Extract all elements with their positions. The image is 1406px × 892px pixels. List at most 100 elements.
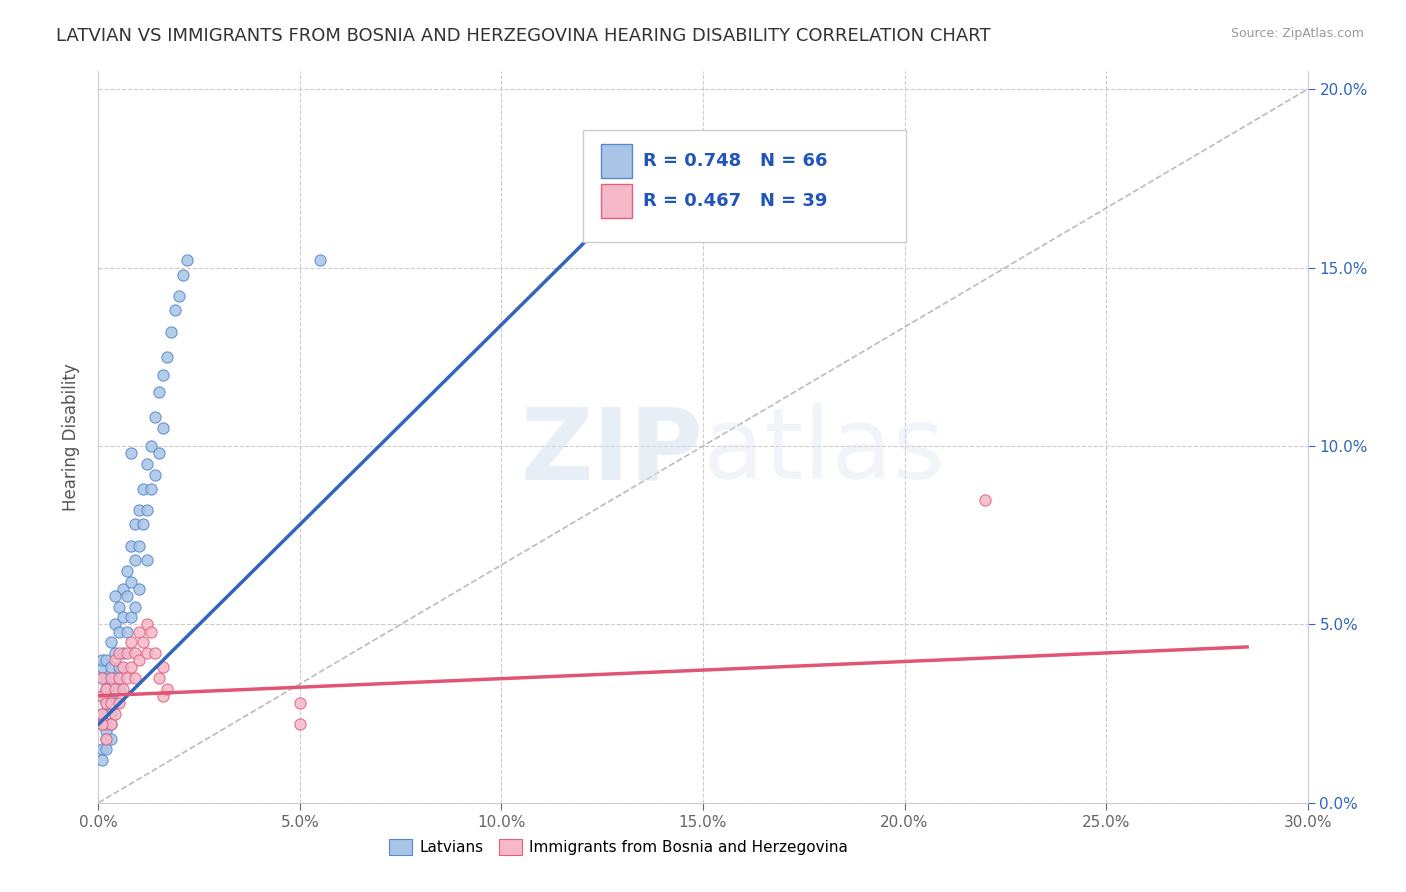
Point [100, 706, 122, 721]
Point [96, 696, 118, 710]
Point [128, 539, 150, 553]
Point [160, 325, 183, 339]
Point [176, 253, 198, 268]
Point [124, 599, 146, 614]
Point [152, 368, 174, 382]
Point [107, 646, 129, 660]
Point [309, 253, 332, 268]
Text: R = 0.467   N = 39: R = 0.467 N = 39 [644, 193, 828, 211]
Point [103, 617, 125, 632]
Point [103, 589, 125, 603]
Point [96, 717, 118, 731]
Point [96, 681, 118, 696]
Point [103, 706, 125, 721]
Point [139, 624, 162, 639]
Text: Source: ZipAtlas.com: Source: ZipAtlas.com [1230, 27, 1364, 40]
Point [115, 564, 138, 578]
Point [107, 696, 129, 710]
Point [124, 517, 146, 532]
Point [124, 671, 146, 685]
Point [152, 421, 174, 435]
Point [107, 660, 129, 674]
Point [139, 439, 162, 453]
Point [128, 653, 150, 667]
Point [132, 482, 155, 496]
Point [115, 624, 138, 639]
Point [107, 681, 129, 696]
Point [100, 717, 122, 731]
Text: LATVIAN VS IMMIGRANTS FROM BOSNIA AND HERZEGOVINA HEARING DISABILITY CORRELATION: LATVIAN VS IMMIGRANTS FROM BOSNIA AND HE… [56, 27, 991, 45]
Point [100, 660, 122, 674]
Point [111, 660, 134, 674]
Point [124, 646, 146, 660]
Point [132, 635, 155, 649]
Point [135, 646, 157, 660]
Point [103, 681, 125, 696]
Point [96, 681, 118, 696]
Point [135, 503, 157, 517]
Point [156, 350, 179, 364]
Point [107, 624, 129, 639]
Point [120, 610, 142, 624]
Point [143, 467, 166, 482]
Point [143, 410, 166, 425]
Point [96, 731, 118, 746]
Y-axis label: Hearing Disability: Hearing Disability [62, 363, 80, 511]
Point [148, 446, 170, 460]
Text: atlas: atlas [703, 403, 945, 500]
Point [91, 660, 114, 674]
Point [135, 457, 157, 471]
Point [152, 660, 174, 674]
Point [91, 753, 114, 767]
Point [96, 724, 118, 739]
Point [103, 696, 125, 710]
Point [107, 671, 129, 685]
Point [124, 553, 146, 567]
Point [96, 653, 118, 667]
Point [100, 696, 122, 710]
Point [135, 553, 157, 567]
Point [143, 646, 166, 660]
Point [96, 742, 118, 756]
Point [91, 689, 114, 703]
Point [91, 706, 114, 721]
Point [91, 671, 114, 685]
Point [103, 653, 125, 667]
Point [111, 610, 134, 624]
Point [91, 717, 114, 731]
Text: ZIP: ZIP [520, 403, 703, 500]
Point [107, 599, 129, 614]
Point [111, 582, 134, 596]
Point [100, 671, 122, 685]
Point [128, 624, 150, 639]
Legend: Latvians, Immigrants from Bosnia and Herzegovina: Latvians, Immigrants from Bosnia and Her… [382, 833, 855, 861]
Point [115, 646, 138, 660]
Text: R = 0.748   N = 66: R = 0.748 N = 66 [644, 153, 828, 170]
Point [152, 689, 174, 703]
Point [148, 671, 170, 685]
Point [100, 689, 122, 703]
Point [100, 635, 122, 649]
Point [111, 681, 134, 696]
Point [91, 689, 114, 703]
Point [120, 660, 142, 674]
Point [100, 731, 122, 746]
Point [96, 696, 118, 710]
Point [96, 731, 118, 746]
Point [91, 671, 114, 685]
Point [120, 574, 142, 589]
Point [103, 671, 125, 685]
Point [103, 646, 125, 660]
Point [167, 289, 190, 303]
Point [120, 635, 142, 649]
Point [156, 681, 179, 696]
Point [128, 503, 150, 517]
Point [120, 539, 142, 553]
Point [91, 717, 114, 731]
Point [111, 646, 134, 660]
Point [172, 268, 194, 282]
Point [974, 492, 997, 507]
Point [128, 582, 150, 596]
Point [163, 303, 186, 318]
Point [91, 653, 114, 667]
